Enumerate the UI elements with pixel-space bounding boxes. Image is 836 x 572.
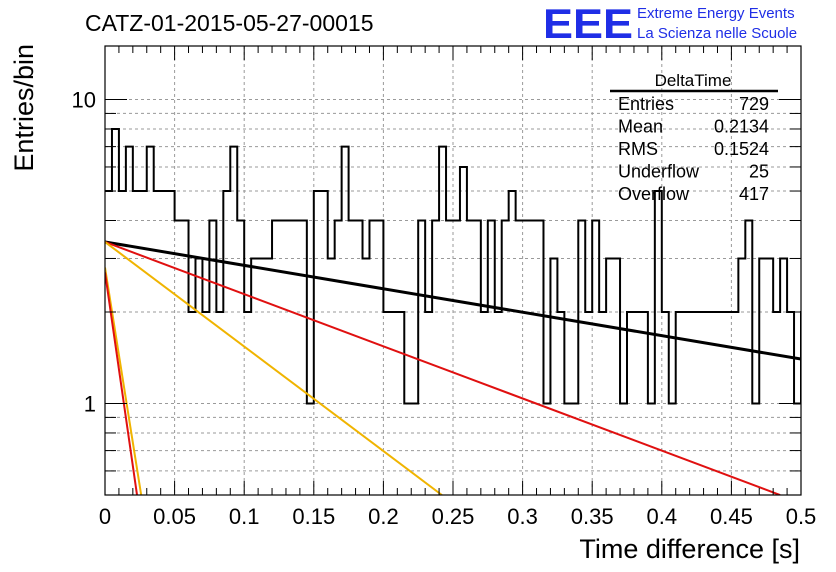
x-tick-label: 0.45 — [710, 504, 753, 529]
x-tick-label: 0 — [99, 504, 111, 529]
stats-row-label: Mean — [618, 117, 663, 137]
eee-logo-line1: Extreme Energy Events — [637, 5, 795, 22]
fit-curve-4 — [105, 267, 143, 495]
x-tick-label: 0.35 — [571, 504, 614, 529]
stats-row-value: 0.2134 — [714, 117, 769, 137]
stats-row-value: 729 — [739, 94, 769, 114]
x-tick-label: 0.4 — [647, 504, 678, 529]
axis-ticks — [104, 46, 802, 496]
stats-row-label: RMS — [618, 139, 658, 159]
eee-logo-mark: EEE — [543, 0, 633, 47]
fit-curve-1 — [105, 240, 801, 361]
stats-row-value: 25 — [749, 162, 769, 182]
stats-box-name: DeltaTime — [655, 71, 732, 90]
x-tick-label: 0.3 — [507, 504, 538, 529]
x-tick-label: 0.15 — [292, 504, 335, 529]
x-tick-label: 0.5 — [786, 504, 817, 529]
fit-curve-3 — [105, 241, 443, 495]
chart-title: CATZ-01-2015-05-27-00015 — [85, 10, 374, 36]
stats-row-label: Overflow — [618, 184, 690, 204]
x-axis-tick-labels: 0 0.05 0.1 0.15 0.2 0.25 0.3 0.35 0.4 0.45 0.5 — [99, 504, 816, 529]
stats-row-value: 0.1524 — [714, 139, 769, 159]
stats-box-rows: Entries 729 Mean 0.2134 RMS 0.1524 Underflow 25… — [618, 94, 769, 204]
y-axis-label: Entries/bin — [9, 44, 39, 172]
x-tick-label: 0.25 — [432, 504, 475, 529]
x-tick-label: 0.2 — [368, 504, 399, 529]
y-tick-label: 1 — [84, 391, 96, 416]
stats-row-label: Entries — [618, 94, 674, 114]
y-tick-label: 10 — [72, 88, 96, 113]
eee-logo: EEE Extreme Energy Events La Scienza nel… — [543, 0, 797, 47]
fit-curve-5 — [105, 272, 139, 495]
eee-logo-line2: La Scienza nelle Scuole — [637, 25, 797, 42]
stats-row-value: 417 — [739, 184, 769, 204]
histogram-series — [105, 127, 801, 405]
stats-box: DeltaTime Entries 729 Mean 0.2134 RMS 0.1524 U… — [610, 71, 778, 204]
fit-curve-2 — [105, 241, 781, 495]
x-tick-label: 0.1 — [229, 504, 260, 529]
x-axis-label: Time difference [s] — [579, 534, 800, 564]
y-axis-tick-labels: 1 10 — [72, 88, 96, 417]
plot-series — [105, 127, 801, 495]
stats-row-label: Underflow — [618, 162, 700, 182]
x-tick-label: 0.05 — [153, 504, 196, 529]
